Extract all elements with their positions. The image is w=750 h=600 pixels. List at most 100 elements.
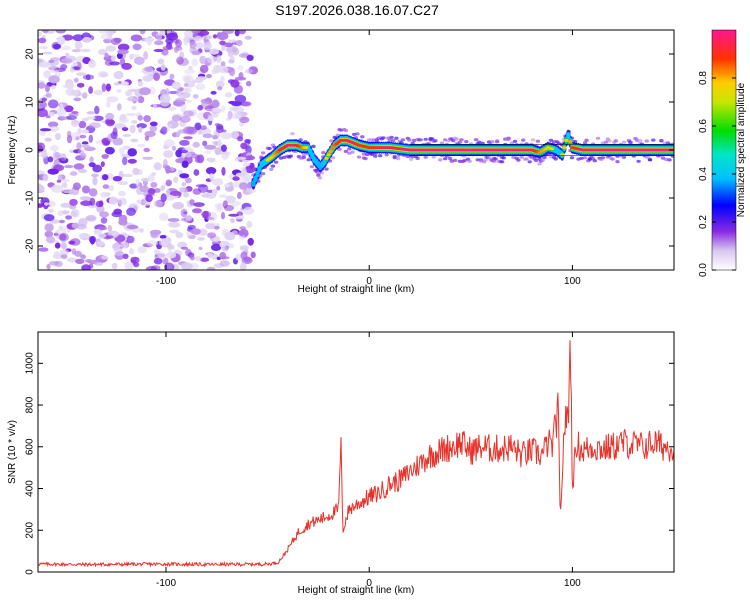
noise-cell [180,262,193,270]
noise-cell [72,62,78,67]
spectrogram-x-ticks: -100 0 100 [156,30,581,287]
noise-cell [122,253,129,259]
track-halo-cell [431,155,436,159]
noise-cell [106,100,111,108]
noise-cell [131,105,137,110]
noise-cell [195,83,206,91]
noise-cell [191,58,199,67]
noise-cell [101,154,109,159]
track-halo-cell [506,137,511,141]
noise-cell [100,33,111,40]
noise-cell [244,35,252,40]
noise-cell [144,66,154,72]
track-halo-cell [621,140,627,144]
noise-cell [41,97,47,102]
noise-cell [113,251,125,256]
noise-cell [185,215,193,221]
noise-cell [250,251,256,259]
track-halo-cell [486,140,492,144]
noise-cell [195,184,207,188]
track-halo-cell [443,138,448,142]
noise-cell [129,124,136,134]
noise-cell [183,126,194,135]
figure-title: S197.2026.038.16.07.C27 [275,2,439,18]
track-halo-cell [270,164,276,168]
track-cell [304,146,309,150]
noise-cell [48,208,54,213]
noise-cell [183,136,193,140]
noise-cell [61,210,70,215]
noise-cell [189,41,197,49]
noise-cell [219,40,226,46]
track-halo-cell [524,157,529,161]
noise-cell [179,149,189,154]
noise-cell [228,100,237,105]
track-halo-cell [371,138,376,142]
noise-cell [78,120,87,129]
noise-cell [60,202,72,208]
track-halo-cell [321,151,326,155]
noise-cell [112,176,122,182]
noise-cell [75,136,80,141]
noise-cell [79,196,92,201]
noise-cell [111,55,116,62]
track-halo-cell [530,138,536,142]
noise-cell [69,198,78,206]
noise-cell [135,178,140,188]
noise-cell [244,138,252,144]
noise-cell [228,67,236,77]
noise-cell [159,235,167,239]
noise-cell [204,144,217,150]
noise-cell [42,51,53,55]
noise-cell [149,125,158,132]
noise-cell [121,127,129,132]
track-halo-cell [324,167,329,171]
noise-cell [222,200,228,209]
track-halo-cell [412,138,417,142]
track-halo-cell [512,139,518,143]
noise-cell [69,171,78,176]
colorbar-tick-label: 0.4 [698,167,709,181]
track-halo-cell [516,158,521,162]
noise-cell [71,248,77,255]
noise-cell [152,103,158,109]
noise-cell [207,232,217,239]
noise-cell [100,255,109,260]
noise-cell [105,45,116,52]
noise-cell [240,262,247,270]
track-halo-cell [540,158,545,162]
noise-cell [98,48,108,55]
track-cell [330,146,335,150]
noise-cell [93,89,104,96]
noise-cell [228,39,238,43]
noise-cell [215,54,222,63]
noise-cell [104,52,109,58]
noise-cell [173,46,179,53]
noise-cell [184,76,191,84]
noise-cell [219,260,230,267]
track-halo-cell [493,157,498,161]
colorbar-tick-label: 0.2 [698,215,709,229]
noise-cell [214,123,220,127]
noise-cell [81,144,90,148]
track-halo-cell [330,156,336,160]
noise-cell [49,126,60,132]
noise-cell [164,139,175,148]
track-halo-cell [309,165,315,169]
noise-cell [77,91,83,97]
noise-cell [206,74,212,79]
track-halo-cell [477,140,482,144]
noise-cell [228,59,235,64]
noise-cell [51,184,63,193]
noise-cell [247,237,254,246]
noise-cell [77,149,85,155]
noise-cell [210,243,222,251]
noise-cell [234,215,245,220]
track-halo-cell [447,156,453,161]
spectrogram-signal-track [251,128,674,190]
noise-cell [166,32,178,41]
noise-cell [179,115,191,123]
noise-cell [235,253,242,261]
noise-cell [192,141,200,148]
track-halo-cell [361,152,367,156]
